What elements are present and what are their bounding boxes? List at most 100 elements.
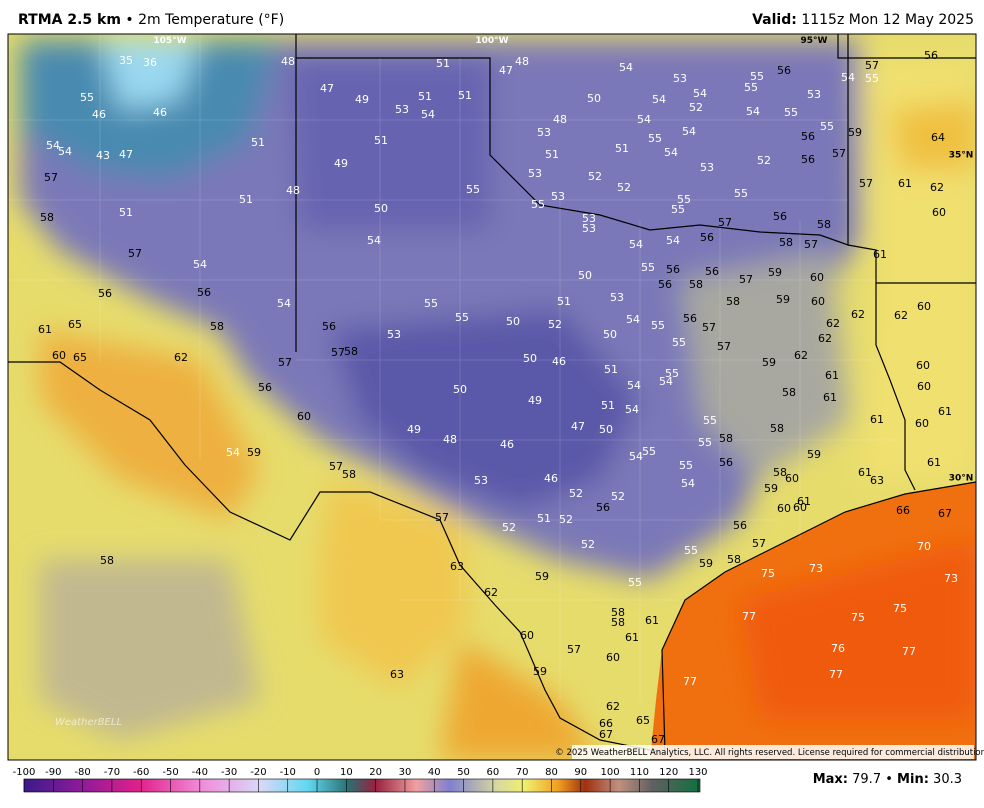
station-value: 51 <box>537 512 551 525</box>
station-value: 55 <box>628 576 642 589</box>
station-value: 50 <box>578 269 592 282</box>
station-value: 61 <box>858 466 872 479</box>
valid-label: Valid <box>752 12 792 28</box>
station-value: 56 <box>658 278 672 291</box>
station-value: 52 <box>757 154 771 167</box>
station-value: 60 <box>520 629 534 642</box>
station-value: 52 <box>588 170 602 183</box>
station-value: 54 <box>627 379 641 392</box>
station-value: 58 <box>611 616 625 629</box>
station-value: 46 <box>92 108 106 121</box>
station-value: 56 <box>258 381 272 394</box>
station-value: 52 <box>559 513 573 526</box>
station-value: 67 <box>938 507 952 520</box>
station-value: 53 <box>395 103 409 116</box>
station-value: 61 <box>825 369 839 382</box>
logo: WeatherBELL <box>55 717 122 728</box>
colorbar-tick-label: -30 <box>221 767 237 778</box>
colorbar-tick-label: 20 <box>369 767 382 778</box>
colorbar-tick-label: 50 <box>457 767 470 778</box>
station-value: 56 <box>705 265 719 278</box>
station-value: 62 <box>930 181 944 194</box>
station-value: 65 <box>73 351 87 364</box>
station-value: 48 <box>286 184 300 197</box>
station-value: 59 <box>699 557 713 570</box>
station-value: 52 <box>611 490 625 503</box>
station-value: 55 <box>466 183 480 196</box>
colorbar-tick-label: -70 <box>104 767 120 778</box>
station-value: 58 <box>727 553 741 566</box>
station-value: 75 <box>893 602 907 615</box>
station-value: 54 <box>277 297 291 310</box>
station-value: 56 <box>801 153 815 166</box>
colorbar-tick-label: -90 <box>45 767 61 778</box>
station-value: 48 <box>553 113 567 126</box>
station-value: 57 <box>718 216 732 229</box>
station-value: 50 <box>523 352 537 365</box>
station-value: 51 <box>374 134 388 147</box>
station-value: 52 <box>689 101 703 114</box>
map-background <box>8 34 976 760</box>
station-value: 50 <box>453 383 467 396</box>
colorbar-tick-label: -100 <box>13 767 36 778</box>
latitude-label: 30°N <box>949 474 974 484</box>
station-value: 58 <box>773 466 787 479</box>
station-value: 55 <box>684 544 698 557</box>
station-value: 62 <box>484 586 498 599</box>
stats: Max: 79.7 • Min: 30.3 <box>812 772 962 787</box>
station-value: 60 <box>793 501 807 514</box>
station-value: 54 <box>625 403 639 416</box>
station-value: 55 <box>665 367 679 380</box>
station-value: 60 <box>917 380 931 393</box>
station-value: 55 <box>744 81 758 94</box>
station-value: 73 <box>944 572 958 585</box>
station-value: 52 <box>581 538 595 551</box>
station-value: 57 <box>128 247 142 260</box>
separator: • <box>885 772 893 787</box>
colorbar-tick-label: -80 <box>74 767 90 778</box>
station-value: 55 <box>424 297 438 310</box>
station-value: 55 <box>80 91 94 104</box>
station-value: 55 <box>642 445 656 458</box>
station-value: 46 <box>500 438 514 451</box>
station-value: 46 <box>544 472 558 485</box>
station-value: 59 <box>247 446 261 459</box>
station-value: 60 <box>777 502 791 515</box>
station-value: 54 <box>226 446 240 459</box>
station-value: 63 <box>390 668 404 681</box>
station-value: 55 <box>677 193 691 206</box>
station-value: 77 <box>829 668 843 681</box>
station-value: 50 <box>603 328 617 341</box>
station-value: 51 <box>436 57 450 70</box>
station-value: 70 <box>917 540 931 553</box>
station-value: 57 <box>44 171 58 184</box>
station-value: 62 <box>174 351 188 364</box>
station-value: 47 <box>119 148 133 161</box>
station-value: 61 <box>823 391 837 404</box>
station-value: 62 <box>794 349 808 362</box>
station-value: 62 <box>894 309 908 322</box>
station-value: 58 <box>689 278 703 291</box>
station-value: 53 <box>582 212 596 225</box>
station-value: 56 <box>773 210 787 223</box>
colorbar-tick-label: 80 <box>545 767 558 778</box>
station-value: 50 <box>587 92 601 105</box>
station-value: 54 <box>746 105 760 118</box>
station-value: 51 <box>418 90 432 103</box>
station-value: 58 <box>779 236 793 249</box>
station-value: 55 <box>648 132 662 145</box>
station-value: 60 <box>916 359 930 372</box>
max-label: Max <box>812 772 843 787</box>
station-value: 55 <box>651 319 665 332</box>
station-value: 54 <box>421 108 435 121</box>
station-value: 53 <box>528 167 542 180</box>
station-value: 59 <box>848 126 862 139</box>
station-value: 59 <box>807 448 821 461</box>
station-value: 54 <box>664 146 678 159</box>
colorbar-tick-label: 110 <box>630 767 649 778</box>
station-value: 53 <box>387 328 401 341</box>
header-right: Valid: 1115z Mon 12 May 2025 <box>752 12 974 28</box>
station-value: 56 <box>98 287 112 300</box>
station-value: 51 <box>251 136 265 149</box>
